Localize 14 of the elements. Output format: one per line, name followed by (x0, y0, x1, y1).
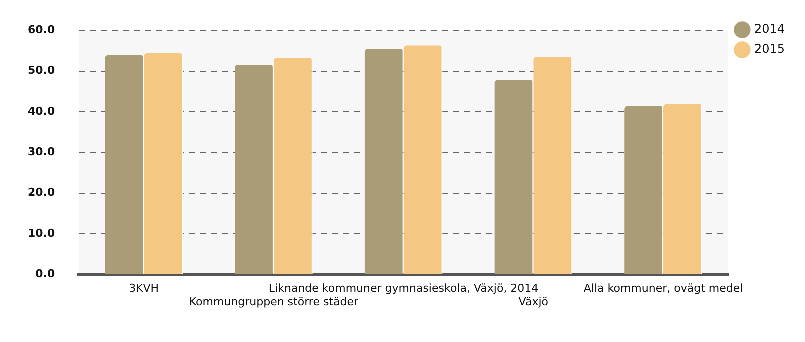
y-tick-label: 20.0 (28, 186, 56, 200)
x-tick-label: 3KVH (129, 282, 160, 296)
x-tick-label: Liknande kommuner gymnasieskola, Växjö, 2014 (268, 282, 539, 296)
legend-label: 2014 (754, 22, 786, 36)
legend-label: 2015 (754, 42, 786, 56)
x-tick-label: Alla kommuner, ovägt medel (584, 282, 744, 296)
y-tick-label: 30.0 (28, 145, 56, 158)
y-tick-label: 60.0 (28, 23, 56, 36)
y-tick-label: 10.0 (28, 226, 56, 240)
x-tick-label: Växjö (518, 295, 549, 308)
x-tick-label: Kommungruppen större städer (189, 295, 359, 308)
y-tick-label: 0.0 (36, 267, 56, 280)
y-tick-label: 40.0 (28, 104, 56, 118)
y-tick-label: 50.0 (28, 64, 56, 78)
